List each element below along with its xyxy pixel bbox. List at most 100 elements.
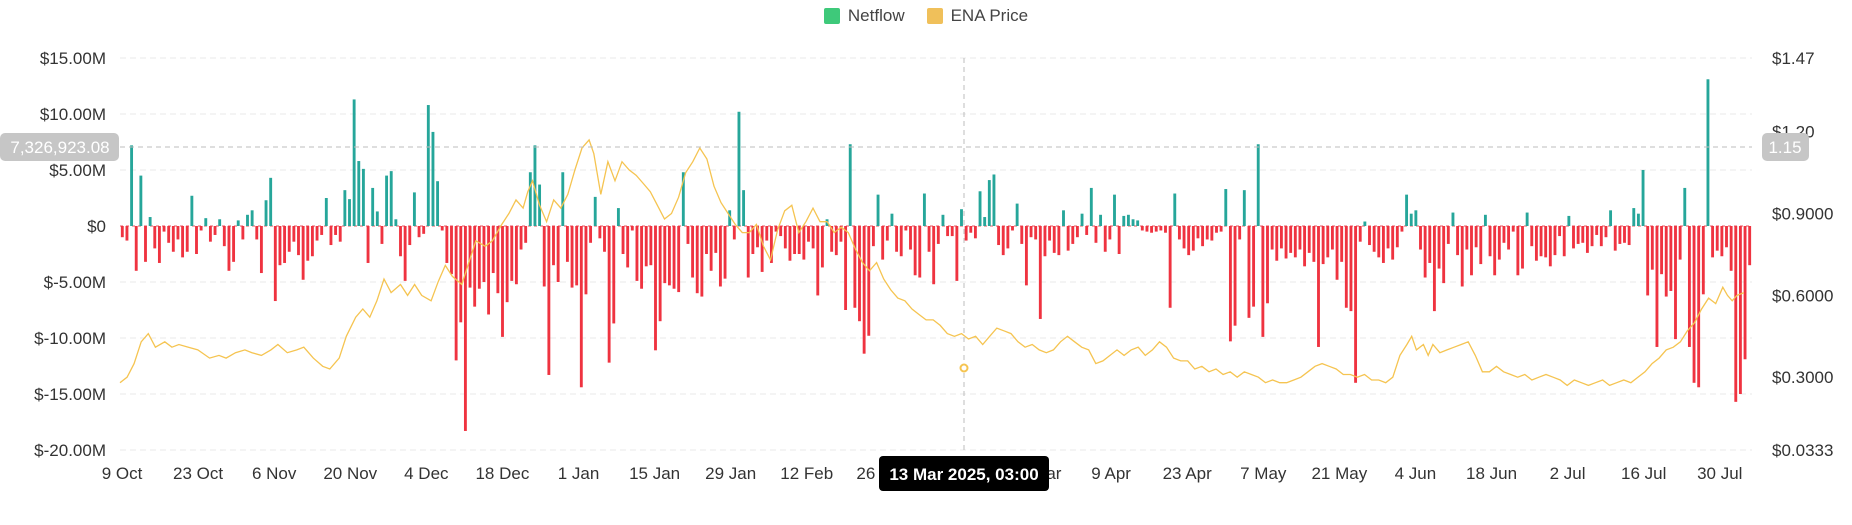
netflow-bar	[1372, 226, 1376, 252]
netflow-bar	[691, 226, 695, 278]
netflow-bar	[1442, 226, 1446, 284]
netflow-bar	[1187, 226, 1191, 256]
netflow-bar	[1191, 226, 1195, 251]
netflow-bar	[1029, 226, 1033, 238]
netflow-bar	[1502, 226, 1506, 243]
netflow-bar	[737, 111, 741, 226]
right-axis-ticks: $1.47$1.20$0.9000$0.6000$0.3000$0.0333	[1772, 49, 1833, 460]
legend-item-ena-price[interactable]: ENA Price	[926, 6, 1028, 26]
netflow-bar	[1446, 226, 1450, 244]
netflow-bar	[1618, 226, 1622, 244]
netflow-bar	[287, 226, 291, 252]
netflow-bar	[1516, 226, 1520, 276]
netflow-bar	[1080, 213, 1084, 226]
netflow-bar	[338, 226, 342, 242]
netflow-bar	[477, 226, 481, 289]
netflow-bar	[315, 226, 319, 241]
netflow-bar	[1483, 214, 1487, 226]
netflow-bar	[273, 226, 277, 302]
netflow-bar	[973, 226, 977, 239]
netflow-bar	[644, 226, 648, 267]
netflow-bar	[1252, 226, 1256, 307]
netflow-bar	[283, 226, 287, 263]
netflow-bar	[793, 226, 797, 254]
netflow-bar	[927, 226, 931, 252]
left-tick-label: $-20.00M	[34, 441, 106, 460]
netflow-bar	[329, 226, 333, 246]
netflow-bar	[1391, 226, 1395, 260]
netflow-bar	[677, 226, 681, 293]
netflow-bar	[547, 226, 551, 375]
left-tick-label: $5.00M	[49, 161, 106, 180]
netflow-bar	[987, 180, 991, 226]
netflow-bar	[1303, 226, 1307, 267]
netflow-bar	[1168, 226, 1172, 308]
netflow-bar	[1544, 226, 1548, 258]
netflow-bar	[561, 172, 565, 226]
netflow-bar	[672, 226, 676, 289]
x-tick-label: 18 Dec	[475, 464, 529, 483]
netflow-bar	[899, 226, 903, 257]
netflow-bar	[593, 196, 597, 226]
netflow-bar	[1437, 226, 1441, 269]
crosshair-right-value-box	[1762, 133, 1809, 161]
netflow-bar	[371, 187, 375, 226]
netflow-bar	[1576, 226, 1580, 244]
netflow-bar	[640, 226, 644, 289]
crosshair-left-value-box	[0, 133, 119, 161]
x-tick-label: 30 Jul	[1697, 464, 1742, 483]
netflow-bar	[709, 226, 713, 271]
netflow-swatch-icon	[823, 8, 840, 24]
netflow-bar	[612, 226, 616, 324]
netflow-bar	[380, 226, 384, 244]
left-tick-label: $10.00M	[40, 105, 106, 124]
grid-lines	[120, 57, 1752, 451]
netflow-bar	[1094, 226, 1098, 243]
netflow-bar	[718, 226, 722, 287]
netflow-bar	[1748, 226, 1752, 266]
netflow-bar	[1470, 226, 1473, 276]
netflow-bar	[1497, 226, 1501, 260]
crosshair-price-point	[959, 363, 969, 373]
netflow-bar	[1275, 226, 1279, 261]
x-tick-label: 2 Jul	[1550, 464, 1586, 483]
left-tick-label: $0	[87, 217, 106, 236]
netflow-bar	[598, 226, 602, 239]
netflow-bar	[310, 226, 314, 257]
netflow-bar	[946, 226, 950, 237]
netflow-bar	[922, 193, 926, 226]
left-tick-label: $-10.00M	[34, 329, 106, 348]
x-tick-label: 4 Dec	[404, 464, 449, 483]
netflow-bar	[584, 226, 588, 295]
netflow-bar	[232, 226, 236, 262]
netflow-bar	[1405, 194, 1409, 226]
netflow-bar	[769, 226, 773, 263]
netflow-bar	[774, 226, 778, 232]
netflow-bar	[779, 226, 783, 237]
x-tick-label: 9 Apr	[1091, 464, 1131, 483]
netflow-bar	[552, 226, 555, 266]
x-tick-label: 4 Jun	[1395, 464, 1437, 483]
left-axis-ticks: $15.00M $10.00M $5.00M $0 $-5.00M $-10.00M $-1…	[34, 49, 106, 460]
netflow-bar	[1395, 226, 1399, 248]
netflow-bar	[1034, 226, 1038, 240]
netflow-bar	[1326, 226, 1330, 258]
netflow-bar	[1706, 79, 1710, 226]
netflow-bar	[1159, 226, 1163, 231]
x-tick-label: 12 Feb	[780, 464, 833, 483]
netflow-bar	[1354, 226, 1358, 383]
netflow-bar	[524, 226, 528, 243]
netflow-bar	[1164, 226, 1167, 233]
netflow-bar	[871, 226, 875, 247]
netflow-bar	[654, 226, 657, 351]
legend-item-netflow[interactable]: Netflow	[823, 6, 905, 26]
netflow-bar	[1683, 187, 1687, 226]
netflow-bar	[134, 226, 138, 271]
netflow-bar	[1604, 226, 1608, 238]
netflow-bar	[227, 226, 231, 271]
netflow-bar	[343, 190, 347, 226]
netflow-bar	[751, 226, 755, 254]
netflow-bar	[1553, 226, 1557, 256]
netflow-bar	[1340, 226, 1344, 262]
